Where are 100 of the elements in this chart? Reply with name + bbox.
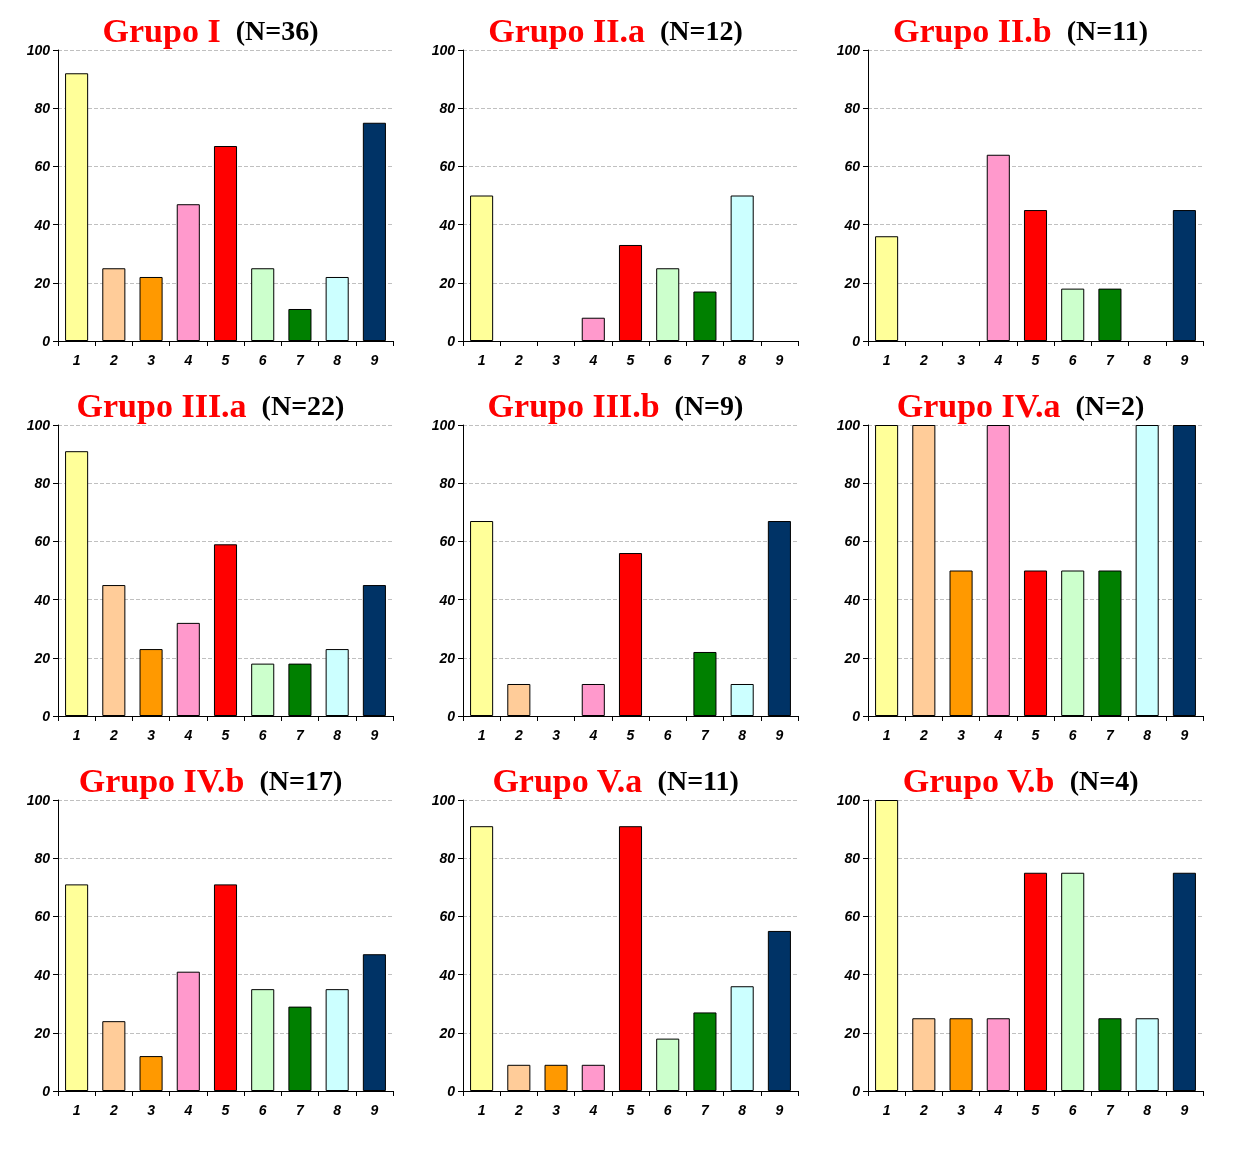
- y-tick-label: 80: [844, 475, 861, 492]
- x-tick-label: 7: [1106, 1102, 1116, 1118]
- y-tick-label: 100: [431, 792, 456, 808]
- chart-subtitle: (N=4): [1069, 764, 1139, 796]
- y-tick-label: 100: [26, 42, 51, 58]
- chart-subtitle: (N=36): [235, 14, 319, 46]
- y-tick-label: 40: [843, 591, 861, 608]
- x-tick-label: 4: [588, 352, 598, 368]
- y-tick-label: 0: [852, 333, 861, 349]
- y-tick-label: 60: [439, 158, 456, 175]
- y-tick-label: 40: [33, 966, 51, 983]
- x-tick-label: 4: [993, 727, 1003, 743]
- y-tick-label: 100: [26, 417, 51, 433]
- x-tick-label: 9: [370, 352, 379, 368]
- chart-subtitle: (N=2): [1075, 389, 1145, 421]
- y-tick-label: 100: [26, 792, 51, 808]
- x-tick-label: 3: [552, 352, 561, 368]
- y-tick-label: 0: [852, 708, 861, 724]
- chart-title: Grupo I: [102, 11, 221, 49]
- chart-subtitle: (N=11): [657, 764, 739, 796]
- x-tick-label: 2: [108, 1102, 118, 1118]
- x-tick-label: 6: [663, 352, 672, 368]
- x-tick-label: 8: [333, 1102, 342, 1118]
- x-tick-label: 1: [477, 727, 486, 743]
- x-tick-label: 4: [993, 352, 1003, 368]
- y-tick-label: 80: [34, 850, 51, 867]
- x-tick-label: 3: [552, 1102, 561, 1118]
- y-tick-label: 20: [33, 649, 51, 666]
- x-tick-label: 6: [1068, 1102, 1077, 1118]
- x-tick-label: 7: [296, 352, 306, 368]
- chart-title: Grupo II.b: [892, 11, 1052, 49]
- x-tick-label: 5: [626, 727, 635, 743]
- x-tick-label: 5: [221, 1102, 230, 1118]
- x-tick-label: 5: [1031, 1102, 1040, 1118]
- y-tick-label: 80: [844, 100, 861, 117]
- x-tick-label: 7: [701, 1102, 711, 1118]
- x-tick-label: 7: [296, 1102, 306, 1118]
- x-tick-label: 1: [72, 727, 81, 743]
- x-tick-label: 9: [775, 1102, 784, 1118]
- y-tick-label: 60: [439, 908, 456, 925]
- x-tick-label: 1: [72, 1102, 81, 1118]
- y-tick-label: 80: [439, 475, 456, 492]
- y-tick-label: 0: [447, 333, 456, 349]
- chart-subtitle: (N=12): [660, 14, 743, 46]
- x-tick-label: 8: [738, 1102, 747, 1118]
- x-tick-label: 2: [108, 352, 118, 368]
- chart-title: Grupo III.a: [76, 386, 247, 424]
- y-tick-label: 80: [844, 850, 861, 867]
- y-tick-label: 40: [438, 591, 456, 608]
- y-tick-label: 60: [439, 533, 456, 550]
- y-tick-label: 20: [843, 274, 861, 291]
- chart-subtitle: (N=9): [674, 389, 744, 421]
- chart-subtitle: (N=22): [261, 389, 345, 421]
- x-tick-label: 4: [183, 727, 193, 743]
- x-tick-label: 5: [626, 1102, 635, 1118]
- x-tick-label: 4: [588, 1102, 598, 1118]
- y-tick-label: 80: [34, 475, 51, 492]
- x-tick-label: 5: [626, 352, 635, 368]
- y-tick-label: 0: [42, 333, 51, 349]
- y-tick-label: 20: [438, 649, 456, 666]
- x-tick-label: 5: [1031, 727, 1040, 743]
- y-tick-label: 40: [843, 216, 861, 233]
- x-tick-label: 8: [1143, 1102, 1152, 1118]
- y-tick-label: 100: [431, 417, 456, 433]
- x-tick-label: 4: [993, 1102, 1003, 1118]
- y-tick-label: 0: [447, 1083, 456, 1099]
- y-tick-label: 80: [439, 100, 456, 117]
- chart-subtitle: (N=11): [1066, 14, 1149, 46]
- x-tick-label: 3: [147, 352, 156, 368]
- x-tick-label: 3: [552, 727, 561, 743]
- x-tick-label: 3: [147, 1102, 156, 1118]
- x-tick-label: 8: [333, 352, 342, 368]
- y-tick-label: 40: [438, 216, 456, 233]
- x-tick-label: 1: [882, 727, 891, 743]
- x-tick-label: 9: [1180, 727, 1189, 743]
- y-tick-label: 20: [843, 1024, 861, 1041]
- x-tick-label: 6: [1068, 352, 1077, 368]
- y-tick-label: 60: [34, 533, 51, 550]
- y-tick-label: 100: [431, 42, 456, 58]
- x-tick-label: 3: [957, 352, 966, 368]
- y-tick-label: 40: [33, 216, 51, 233]
- x-tick-label: 7: [296, 727, 306, 743]
- x-tick-label: 4: [183, 1102, 193, 1118]
- chart-subtitle: (N=17): [259, 764, 343, 796]
- x-tick-label: 9: [370, 727, 379, 743]
- y-tick-label: 40: [33, 591, 51, 608]
- y-tick-label: 100: [836, 42, 861, 58]
- x-tick-label: 8: [333, 727, 342, 743]
- y-tick-label: 20: [438, 1024, 456, 1041]
- y-tick-label: 60: [34, 158, 51, 175]
- x-tick-label: 1: [882, 352, 891, 368]
- y-tick-label: 0: [447, 708, 456, 724]
- y-tick-label: 60: [34, 908, 51, 925]
- x-tick-label: 3: [957, 727, 966, 743]
- y-tick-label: 80: [439, 850, 456, 867]
- x-tick-label: 2: [918, 727, 928, 743]
- x-tick-label: 2: [513, 1102, 523, 1118]
- x-tick-label: 9: [1180, 352, 1189, 368]
- x-tick-label: 8: [1143, 727, 1152, 743]
- chart-title: Grupo II.a: [488, 11, 645, 49]
